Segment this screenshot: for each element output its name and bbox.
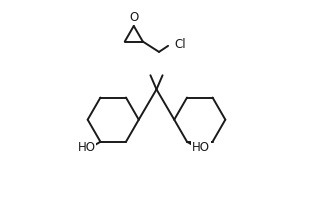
Text: HO: HO	[77, 141, 95, 154]
Text: HO: HO	[192, 141, 210, 154]
Text: O: O	[129, 11, 138, 24]
Text: Cl: Cl	[174, 38, 186, 52]
